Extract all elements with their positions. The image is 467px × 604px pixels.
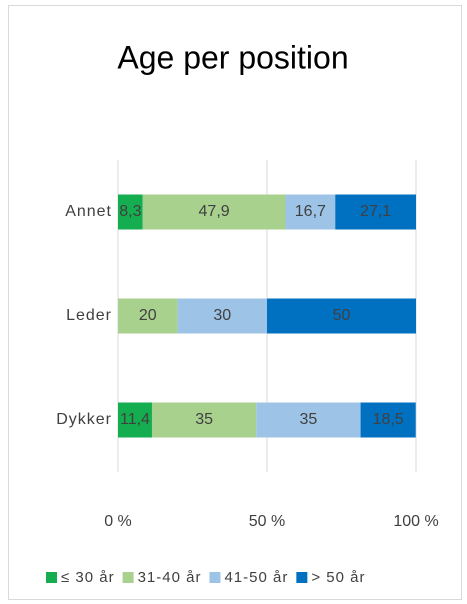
y-tick-label: Annet — [65, 203, 112, 220]
bar-segment — [267, 298, 416, 334]
data-label: 11,4 — [120, 411, 150, 428]
legend-label: 41-50 år — [224, 569, 288, 586]
y-tick-label: Dykker — [56, 411, 112, 428]
bar-segment — [151, 402, 257, 438]
data-label: 20 — [139, 307, 157, 324]
bar-segment — [335, 194, 416, 230]
x-tick-label: 50 % — [249, 513, 285, 530]
bar-segment — [285, 194, 336, 230]
legend-label: > 50 år — [311, 569, 365, 586]
data-label: 30 — [213, 307, 231, 324]
data-label: 35 — [195, 411, 213, 428]
data-label: 16,7 — [295, 203, 326, 220]
x-tick-label: 100 % — [393, 513, 438, 530]
legend-label: 31-40 år — [138, 569, 202, 586]
bar-segment — [118, 194, 143, 230]
legend-swatch — [122, 572, 134, 583]
bar-segment — [360, 402, 416, 438]
bar-segment — [177, 298, 267, 334]
data-label: 18,5 — [373, 411, 404, 428]
y-tick-label: Leder — [66, 307, 112, 324]
bar-segment — [118, 298, 178, 334]
legend-swatch — [296, 572, 308, 583]
bar-segment — [256, 402, 361, 438]
legend-swatch — [209, 572, 221, 583]
chart-title: Age per position — [117, 39, 348, 75]
x-tick-label: 0 % — [104, 513, 132, 530]
legend-swatch — [46, 572, 57, 583]
data-label: 27,1 — [360, 203, 391, 220]
data-label: 35 — [300, 411, 318, 428]
data-label: 8,3 — [119, 203, 141, 220]
legend-label: ≤ 30 år — [61, 569, 115, 586]
data-label: 47,9 — [199, 203, 230, 220]
bar-segment — [142, 194, 286, 230]
bar-segment — [118, 402, 152, 438]
data-label: 50 — [333, 307, 351, 324]
